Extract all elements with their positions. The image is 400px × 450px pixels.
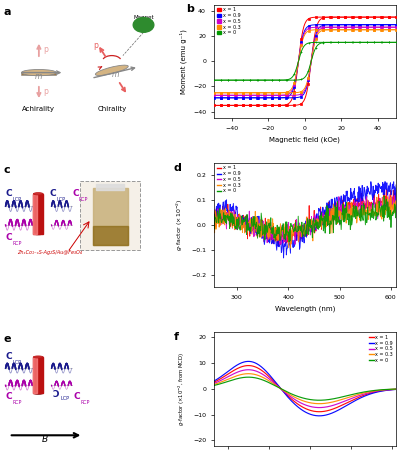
Text: m: m (35, 72, 42, 81)
Text: LCP: LCP (60, 396, 69, 400)
Ellipse shape (95, 65, 128, 76)
Text: Achirality: Achirality (22, 106, 55, 112)
Text: RCP: RCP (79, 197, 88, 202)
Text: RCP: RCP (80, 400, 90, 405)
Text: RCP: RCP (12, 400, 22, 405)
Text: ZnₓCo₁₋ₓS-Ag₂S/Au@Fe₃O₄: ZnₓCo₁₋ₓS-Ag₂S/Au@Fe₃O₄ (17, 250, 82, 255)
Bar (93, 226, 128, 245)
Bar (93, 188, 128, 245)
Bar (33, 194, 37, 234)
Bar (33, 357, 37, 393)
Text: C: C (6, 392, 12, 401)
Ellipse shape (33, 233, 43, 235)
Text: d: d (174, 162, 182, 172)
Text: RCP: RCP (12, 241, 22, 246)
Text: c: c (4, 165, 11, 175)
Text: p: p (44, 87, 48, 96)
Legend: x = 1, x = 0.9, x = 0.5, x = 0.3, x = 0: x = 1, x = 0.9, x = 0.5, x = 0.3, x = 0 (368, 334, 394, 363)
Bar (22, 72, 56, 75)
Text: m: m (111, 70, 119, 79)
Text: LCP: LCP (12, 197, 21, 202)
X-axis label: Magnetic field (kOe): Magnetic field (kOe) (269, 136, 340, 143)
Legend: x = 1, x = 0.9, x = 0.5, x = 0.3, x = 0: x = 1, x = 0.9, x = 0.5, x = 0.3, x = 0 (216, 7, 241, 36)
Y-axis label: $g$-factor ($\times$10$^{-2}$): $g$-factor ($\times$10$^{-2}$) (175, 199, 185, 251)
Ellipse shape (33, 356, 43, 358)
Text: Chirality: Chirality (97, 106, 126, 112)
Text: C: C (74, 392, 80, 401)
Text: B: B (42, 435, 48, 444)
Text: p: p (44, 45, 48, 54)
Text: Ɔ: Ɔ (53, 390, 60, 399)
Text: b: b (186, 4, 194, 14)
Ellipse shape (22, 69, 56, 76)
Legend: x = 1, x = 0.9, x = 0.5, x = 0.3, x = 0: x = 1, x = 0.9, x = 0.5, x = 0.3, x = 0 (216, 165, 241, 194)
Text: C: C (6, 189, 12, 198)
Ellipse shape (33, 193, 43, 195)
Text: p: p (93, 40, 98, 50)
Y-axis label: Moment (emu g⁻¹): Moment (emu g⁻¹) (180, 29, 187, 94)
Text: LCP: LCP (12, 360, 21, 365)
Bar (80, 181, 140, 250)
Bar (33, 357, 43, 393)
Text: Magnet: Magnet (133, 15, 154, 20)
Text: C: C (50, 189, 56, 198)
Text: f: f (174, 332, 178, 342)
Text: C: C (72, 189, 79, 198)
Text: a: a (4, 7, 12, 17)
Text: LCP: LCP (57, 197, 66, 202)
Text: C: C (6, 352, 12, 361)
Y-axis label: $g$-factor ($\times$10$^{-2}$, from MCD): $g$-factor ($\times$10$^{-2}$, from MCD) (177, 351, 187, 426)
Text: C: C (6, 233, 12, 242)
Bar (96, 184, 124, 190)
Ellipse shape (33, 392, 43, 394)
Text: e: e (4, 334, 12, 344)
Circle shape (133, 18, 154, 32)
Bar (33, 194, 43, 234)
X-axis label: Wavelength (nm): Wavelength (nm) (275, 306, 335, 312)
